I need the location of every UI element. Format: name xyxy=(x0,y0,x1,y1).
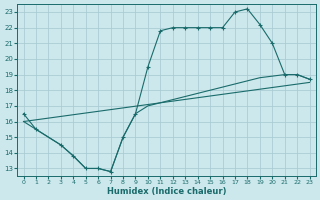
X-axis label: Humidex (Indice chaleur): Humidex (Indice chaleur) xyxy=(107,187,226,196)
